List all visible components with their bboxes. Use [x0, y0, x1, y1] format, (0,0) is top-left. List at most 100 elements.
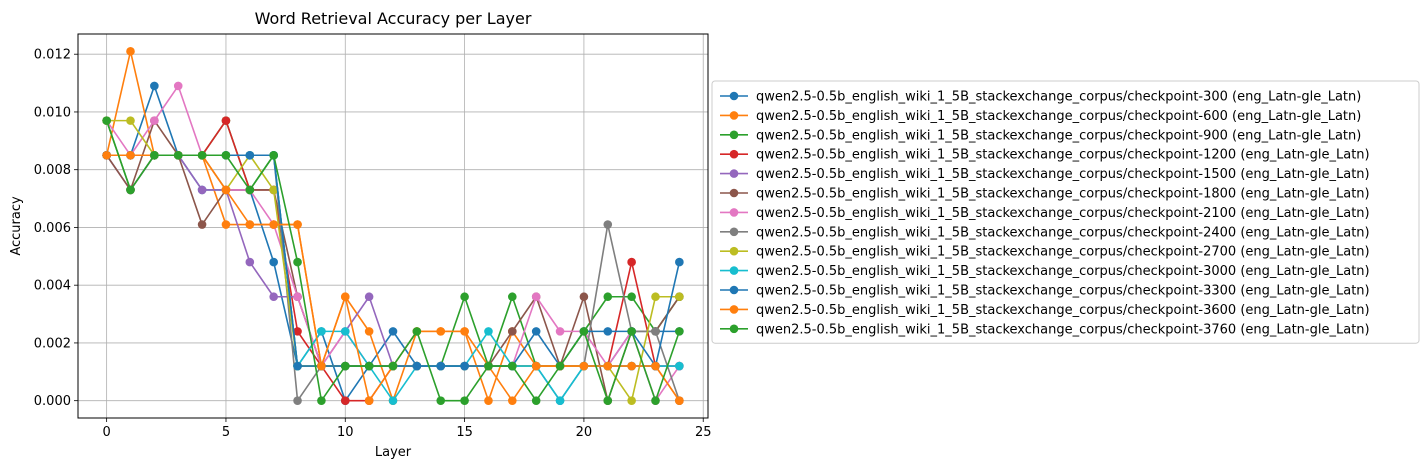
x-tick-label: 10: [337, 425, 354, 440]
y-tick-label: 0.012: [34, 48, 71, 63]
legend-label: qwen2.5-0.5b_english_wiki_1_5B_stackexch…: [756, 264, 1370, 279]
legend-label: qwen2.5-0.5b_english_wiki_1_5B_stackexch…: [756, 128, 1361, 143]
data-point: [364, 361, 374, 371]
x-tick-label: 25: [695, 425, 712, 440]
data-point: [150, 116, 159, 125]
data-point: [269, 185, 278, 195]
data-point: [388, 396, 398, 405]
data-point: [293, 361, 302, 371]
data-point: [221, 116, 231, 125]
legend-item: qwen2.5-0.5b_english_wiki_1_5B_stackexch…: [720, 303, 1370, 318]
data-point: [150, 150, 159, 160]
data-point: [197, 220, 207, 229]
data-point: [675, 396, 684, 405]
legend: qwen2.5-0.5b_english_wiki_1_5B_stackexch…: [711, 80, 1420, 344]
data-point: [579, 292, 589, 302]
data-point: [603, 220, 613, 229]
legend-item: qwen2.5-0.5b_english_wiki_1_5B_stackexch…: [720, 284, 1370, 299]
y-axis-label: Accuracy: [9, 196, 24, 256]
legend-item: qwen2.5-0.5b_english_wiki_1_5B_stackexch…: [720, 128, 1361, 143]
legend-label: qwen2.5-0.5b_english_wiki_1_5B_stackexch…: [756, 245, 1370, 260]
x-tick-label: 15: [456, 425, 473, 440]
data-point: [102, 150, 111, 160]
data-point: [293, 257, 302, 267]
data-point: [269, 150, 278, 160]
legend-swatch-marker: [729, 169, 739, 178]
data-point: [412, 327, 422, 336]
data-point: [364, 396, 374, 405]
data-point: [221, 220, 231, 229]
data-point: [221, 185, 231, 195]
data-point: [173, 81, 183, 91]
legend-label: qwen2.5-0.5b_english_wiki_1_5B_stackexch…: [756, 206, 1370, 221]
data-point: [675, 361, 684, 371]
data-point: [126, 116, 135, 125]
data-point: [651, 396, 660, 405]
x-tick-label: 0: [102, 425, 110, 440]
series-lines: [102, 47, 684, 405]
legend-item: qwen2.5-0.5b_english_wiki_1_5B_stackexch…: [720, 322, 1370, 337]
legend-swatch-marker: [729, 111, 739, 120]
data-point: [245, 150, 255, 160]
data-point: [245, 257, 255, 267]
legend-label: qwen2.5-0.5b_english_wiki_1_5B_stackexch…: [756, 90, 1361, 105]
data-point: [460, 292, 469, 302]
x-axis-label: Layer: [375, 445, 412, 460]
data-point: [436, 327, 446, 336]
data-point: [579, 361, 589, 371]
y-tick-label: 0.002: [34, 336, 71, 351]
legend-item: qwen2.5-0.5b_english_wiki_1_5B_stackexch…: [720, 167, 1370, 182]
data-point: [340, 327, 350, 336]
data-point: [317, 396, 326, 405]
legend-swatch-marker: [729, 91, 739, 101]
data-point: [531, 327, 541, 336]
data-point: [484, 327, 493, 336]
data-point: [269, 292, 278, 302]
legend-label: qwen2.5-0.5b_english_wiki_1_5B_stackexch…: [756, 225, 1370, 240]
x-tick-label: 20: [576, 425, 593, 440]
legend-label: qwen2.5-0.5b_english_wiki_1_5B_stackexch…: [756, 284, 1370, 299]
data-point: [436, 361, 446, 371]
data-point: [293, 396, 302, 405]
data-point: [317, 361, 326, 371]
data-point: [627, 292, 636, 302]
data-point: [603, 292, 613, 302]
data-point: [675, 257, 684, 267]
y-tick-label: 0.006: [34, 221, 71, 236]
legend-swatch-marker: [729, 285, 739, 295]
data-point: [269, 220, 278, 229]
data-point: [364, 292, 374, 302]
data-point: [627, 396, 636, 405]
data-point: [603, 396, 613, 405]
legend-label: qwen2.5-0.5b_english_wiki_1_5B_stackexch…: [756, 303, 1370, 318]
data-point: [340, 396, 350, 405]
chart-title: Word Retrieval Accuracy per Layer: [255, 9, 532, 28]
data-point: [508, 292, 517, 302]
data-point: [675, 327, 684, 336]
data-point: [460, 327, 469, 336]
legend-swatch-marker: [729, 324, 739, 334]
data-point: [412, 361, 422, 371]
data-point: [555, 396, 565, 405]
data-point: [293, 220, 302, 229]
data-point: [484, 361, 493, 371]
data-point: [460, 361, 469, 371]
data-point: [126, 47, 135, 56]
data-point: [651, 327, 660, 336]
data-point: [293, 327, 302, 336]
legend-swatch-marker: [729, 266, 739, 275]
data-point: [627, 361, 636, 371]
series-13: [102, 116, 684, 405]
data-point: [269, 257, 278, 267]
data-point: [555, 361, 565, 371]
data-point: [508, 361, 517, 371]
data-point: [508, 396, 517, 405]
data-point: [651, 292, 660, 302]
legend-item: qwen2.5-0.5b_english_wiki_1_5B_stackexch…: [720, 225, 1370, 240]
data-point: [245, 220, 255, 229]
data-point: [484, 396, 493, 405]
data-point: [651, 361, 660, 371]
legend-swatch-marker: [729, 188, 739, 198]
